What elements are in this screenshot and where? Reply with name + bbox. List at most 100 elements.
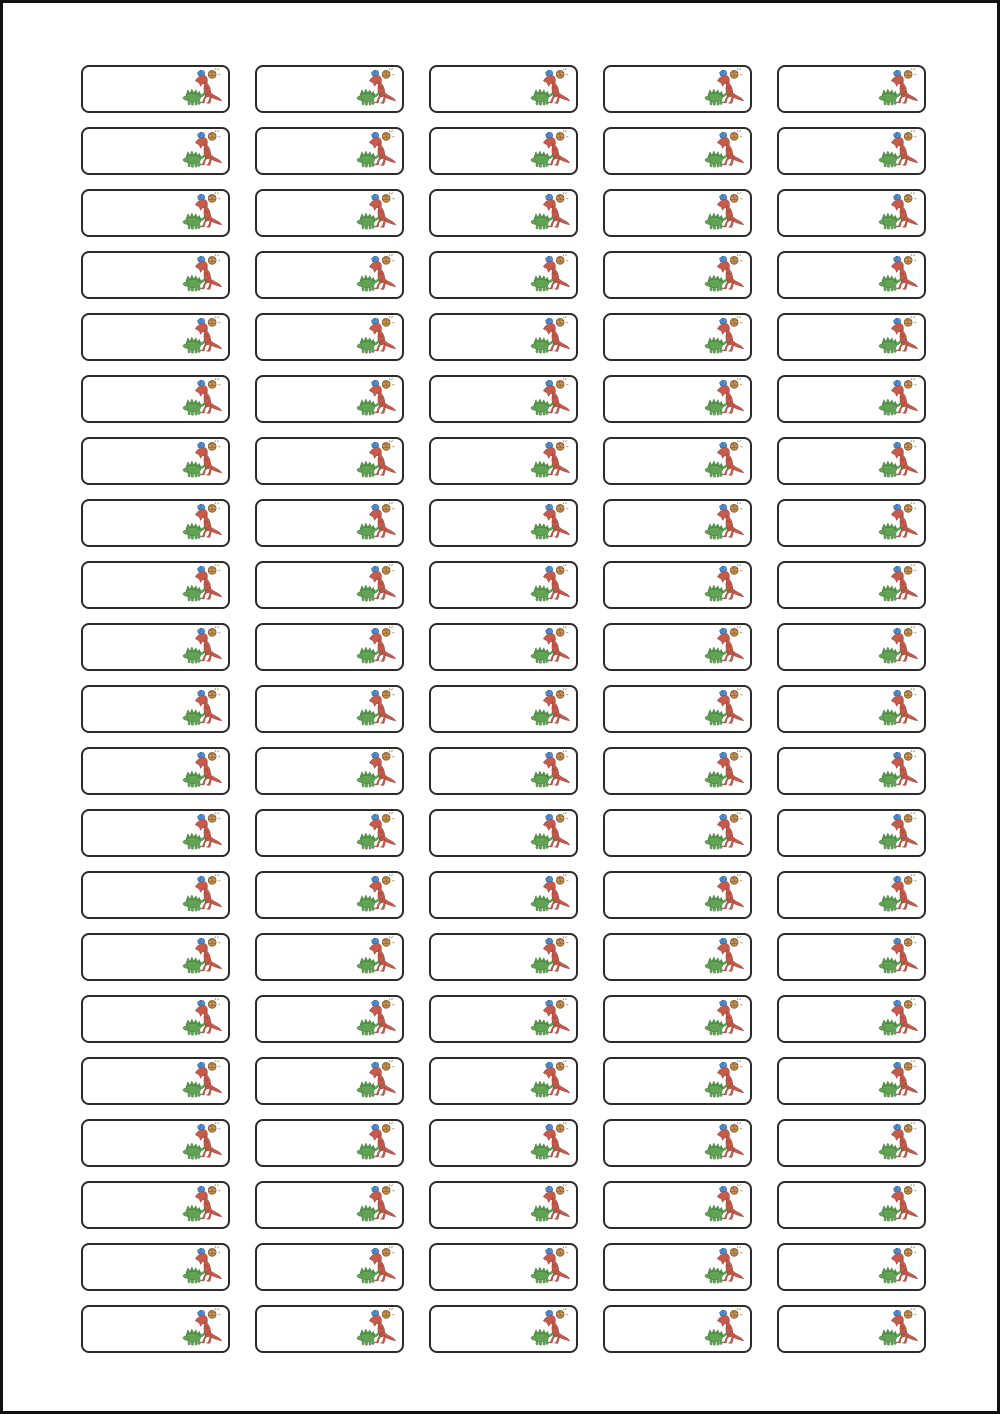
- stegosaurus-icon: [182, 1018, 208, 1036]
- dinosaur-illustration: [356, 1246, 396, 1284]
- address-label: [603, 1243, 752, 1291]
- dinosaur-illustration: [182, 254, 222, 292]
- gem-icon: [371, 317, 380, 325]
- trex-icon: [369, 757, 396, 786]
- gem-icon: [719, 1185, 728, 1193]
- meteor-ball-icon: [207, 690, 217, 699]
- meteor-ball-icon: [729, 1124, 739, 1133]
- dinosaur-illustration: [356, 1122, 396, 1160]
- dinosaur-illustration: [356, 1308, 396, 1346]
- sparkles-icon: [388, 1122, 395, 1130]
- dinosaur-illustration: [182, 378, 222, 416]
- stegosaurus-icon: [878, 956, 904, 974]
- meteor-ball-icon: [903, 690, 913, 699]
- gem-icon: [197, 379, 206, 387]
- sparkles-icon: [388, 440, 395, 448]
- stegosaurus-icon: [878, 646, 904, 664]
- sparkles-icon: [214, 688, 221, 696]
- meteor-ball-icon: [555, 318, 565, 327]
- gem-icon: [893, 193, 902, 201]
- sparkles-icon: [910, 812, 917, 820]
- trex-icon: [717, 881, 744, 910]
- meteor-ball-icon: [729, 938, 739, 947]
- gem-icon: [719, 627, 728, 635]
- stegosaurus-icon: [878, 1018, 904, 1036]
- stegosaurus-icon: [704, 584, 730, 602]
- address-label: [81, 499, 230, 547]
- stegosaurus-icon: [356, 956, 382, 974]
- gem-icon: [371, 503, 380, 511]
- trex-icon: [891, 137, 918, 166]
- meteor-ball-icon: [729, 504, 739, 513]
- address-label: [603, 561, 752, 609]
- trex-icon: [543, 199, 570, 228]
- stegosaurus-icon: [878, 1142, 904, 1160]
- stegosaurus-icon: [704, 1204, 730, 1222]
- gem-icon: [893, 751, 902, 759]
- meteor-ball-icon: [729, 256, 739, 265]
- stegosaurus-icon: [530, 956, 556, 974]
- dinosaur-illustration: [530, 68, 570, 106]
- dinosaur-illustration: [878, 688, 918, 726]
- gem-icon: [545, 937, 554, 945]
- meteor-ball-icon: [381, 318, 391, 327]
- address-label: [429, 1057, 578, 1105]
- address-label: [81, 685, 230, 733]
- stegosaurus-icon: [704, 274, 730, 292]
- dinosaur-illustration: [182, 626, 222, 664]
- stegosaurus-icon: [530, 150, 556, 168]
- address-label: [429, 1243, 578, 1291]
- sparkles-icon: [910, 1060, 917, 1068]
- address-label: [603, 127, 752, 175]
- sparkles-icon: [910, 626, 917, 634]
- meteor-ball-icon: [207, 752, 217, 761]
- trex-icon: [891, 323, 918, 352]
- sparkles-icon: [910, 192, 917, 200]
- dinosaur-illustration: [182, 192, 222, 230]
- address-label: [255, 313, 404, 361]
- meteor-ball-icon: [555, 1062, 565, 1071]
- dinosaur-illustration: [356, 254, 396, 292]
- dinosaur-illustration: [182, 874, 222, 912]
- sparkles-icon: [214, 1060, 221, 1068]
- gem-icon: [197, 875, 206, 883]
- address-label: [603, 871, 752, 919]
- stegosaurus-icon: [182, 398, 208, 416]
- stegosaurus-icon: [704, 894, 730, 912]
- gem-icon: [893, 503, 902, 511]
- meteor-ball-icon: [555, 380, 565, 389]
- dinosaur-illustration: [530, 1308, 570, 1346]
- gem-icon: [371, 751, 380, 759]
- trex-icon: [717, 385, 744, 414]
- dinosaur-illustration: [530, 1184, 570, 1222]
- meteor-ball-icon: [381, 752, 391, 761]
- sparkles-icon: [388, 502, 395, 510]
- dinosaur-illustration: [878, 1122, 918, 1160]
- meteor-ball-icon: [381, 628, 391, 637]
- meteor-ball-icon: [729, 628, 739, 637]
- dinosaur-illustration: [530, 626, 570, 664]
- dinosaur-illustration: [530, 440, 570, 478]
- stegosaurus-icon: [878, 88, 904, 106]
- gem-icon: [545, 875, 554, 883]
- trex-icon: [369, 1253, 396, 1282]
- meteor-ball-icon: [729, 380, 739, 389]
- address-label: [81, 623, 230, 671]
- meteor-ball-icon: [555, 752, 565, 761]
- sparkles-icon: [388, 68, 395, 76]
- address-label: [81, 251, 230, 299]
- gem-icon: [545, 255, 554, 263]
- trex-icon: [369, 633, 396, 662]
- stegosaurus-icon: [530, 832, 556, 850]
- meteor-ball-icon: [381, 1062, 391, 1071]
- stegosaurus-icon: [878, 1266, 904, 1284]
- stegosaurus-icon: [704, 212, 730, 230]
- meteor-ball-icon: [729, 318, 739, 327]
- stegosaurus-icon: [704, 522, 730, 540]
- stegosaurus-icon: [878, 460, 904, 478]
- meteor-ball-icon: [207, 938, 217, 947]
- sparkles-icon: [736, 874, 743, 882]
- address-label: [603, 933, 752, 981]
- trex-icon: [369, 1191, 396, 1220]
